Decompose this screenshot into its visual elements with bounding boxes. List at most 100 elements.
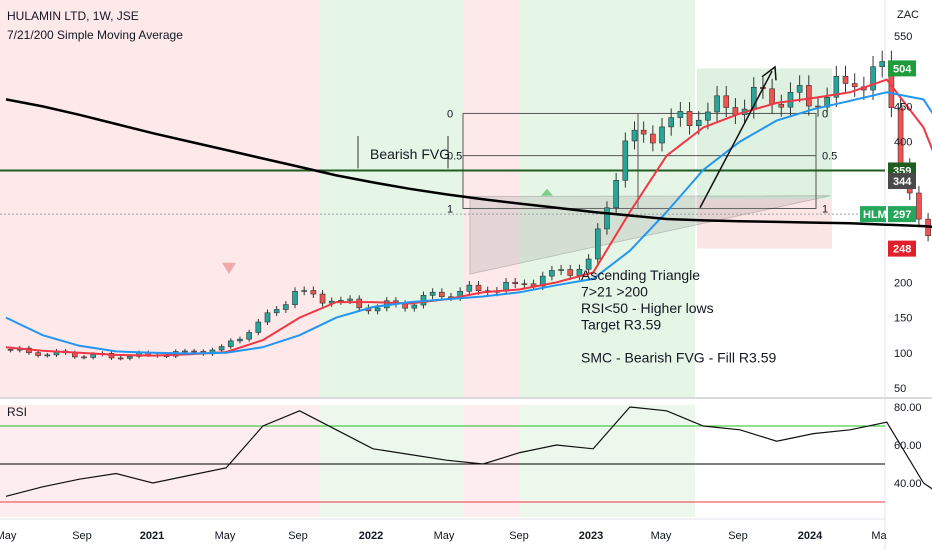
candle-body: [870, 66, 876, 91]
time-tick-1: Sep: [72, 530, 92, 542]
candle-body: [191, 350, 197, 353]
level-badge-text-4: 248: [893, 244, 911, 256]
candle-body: [650, 133, 656, 144]
candle-body: [778, 103, 785, 108]
candle-body: [512, 281, 519, 285]
symbol-badge: [860, 206, 886, 223]
candle-body: [310, 290, 317, 295]
candle-body: [90, 353, 96, 358]
sma-line-0: [5, 78, 932, 357]
marker-down: [222, 262, 236, 274]
triangle-marker-up: [541, 188, 553, 196]
candle-body: [273, 309, 280, 314]
time-tick-12: Ma: [871, 530, 887, 542]
candle-body: [594, 228, 601, 260]
candle-body: [44, 354, 51, 357]
price-tick-7: 400: [894, 137, 912, 149]
time-tick-6: May: [434, 530, 455, 542]
candle-body: [264, 312, 271, 323]
candle-body: [585, 258, 592, 270]
time-tick-5: 2022: [359, 530, 383, 542]
candle-body: [769, 88, 775, 105]
stop-zone: [697, 199, 832, 249]
candle-body: [806, 85, 812, 107]
candle-body: [301, 290, 307, 292]
fib-label-left-1: 0.5: [447, 151, 462, 163]
level-badge-0: [888, 60, 916, 77]
candle-body: [714, 95, 720, 113]
candle-body: [631, 129, 638, 142]
time-tick-9: May: [651, 530, 672, 542]
level-badge-4: [888, 240, 916, 257]
level-badge-text-0: 504: [893, 63, 912, 75]
fvg-annotation: Bearish FVG: [370, 146, 450, 162]
regime-band-0: [0, 0, 320, 397]
candle-body: [127, 356, 133, 359]
price-tick-0: 50: [894, 383, 906, 395]
candle-body: [916, 192, 922, 220]
price-tick-1: 100: [894, 348, 912, 360]
candle-body: [833, 75, 840, 98]
candle-body: [7, 348, 14, 351]
regime-band-1: [320, 0, 464, 397]
symbol-badge-text: HLM: [863, 209, 887, 221]
candle-body: [686, 111, 693, 126]
candle-body: [677, 111, 684, 118]
currency-label: ZAC: [897, 9, 919, 21]
time-tick-4: Sep: [288, 530, 308, 542]
candle-body: [787, 91, 794, 108]
time-tick-0: May: [0, 530, 17, 542]
ascending-triangle: [469, 195, 831, 275]
candle-body: [255, 321, 262, 333]
fib-label-right-1: 0.5: [822, 151, 837, 163]
candle-body: [319, 293, 326, 304]
candle-body: [695, 119, 702, 126]
candle-body: [218, 346, 225, 351]
time-tick-2: 2021: [140, 530, 164, 542]
candle-body: [81, 356, 87, 359]
candle-body: [411, 304, 418, 309]
fib-label-right-2: 1: [822, 203, 828, 215]
note-line-5: SMC - Bearish FVG - Fill R3.59: [581, 350, 776, 366]
candle-body: [117, 357, 124, 360]
candle-body: [549, 270, 555, 277]
rsi-title: RSI: [7, 405, 28, 419]
rsi-tick-0: 40.00: [894, 478, 922, 490]
time-tick-11: 2024: [798, 530, 823, 542]
note-line-3: Target R3.59: [581, 317, 661, 333]
candle-body: [466, 284, 473, 292]
candle-body: [604, 207, 610, 230]
rsi-tick-2: 80.00: [894, 402, 922, 414]
candle-body: [182, 350, 188, 353]
rsi-regime-band-1: [320, 405, 464, 517]
fib-label-right-0: 0: [822, 108, 828, 120]
price-tick-3: 200: [894, 277, 912, 289]
candle-body: [842, 75, 849, 84]
candle-body: [879, 61, 886, 67]
target-arrow-line: [699, 70, 773, 209]
candle-body: [851, 83, 858, 88]
fib-label-left-0: 0: [447, 108, 453, 120]
candle-body: [613, 179, 619, 209]
candle-body: [429, 291, 436, 296]
candle-body: [668, 117, 674, 128]
target-arrow-head: [761, 65, 777, 81]
candle-body: [402, 303, 408, 309]
candle-body: [558, 269, 564, 271]
candle-body: [439, 291, 445, 298]
candle-body: [567, 269, 574, 276]
price-tick-8: 450: [894, 101, 912, 113]
time-tick-8: 2023: [579, 530, 603, 542]
candle-body: [356, 298, 363, 309]
rsi-regime-band-3: [520, 405, 695, 517]
rsi-regime-band-0: [0, 405, 320, 517]
note-line-2: RSI<50 - Higher lows: [581, 300, 714, 316]
candle-body: [723, 95, 730, 108]
last-price-badge: [888, 206, 916, 223]
candle-body: [283, 304, 289, 310]
fib-box: [462, 112, 817, 209]
last-price-badge-text: 297: [893, 209, 911, 221]
symbol-title: HULAMIN LTD, 1W, JSE: [7, 9, 139, 23]
